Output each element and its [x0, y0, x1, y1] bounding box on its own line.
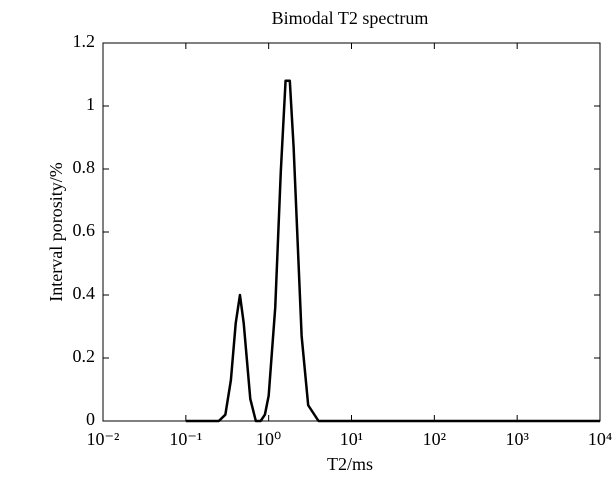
x-tick-label: 10⁰ — [256, 429, 281, 449]
x-tick-label: 10³ — [505, 429, 529, 449]
y-tick-label: 1.2 — [73, 31, 96, 51]
y-tick-label: 0.2 — [73, 346, 96, 366]
y-tick-label: 0.8 — [73, 157, 96, 177]
x-axis-label: T2/ms — [327, 454, 373, 474]
spectrum-line — [185, 79, 600, 423]
x-tick-label: 10⁴ — [588, 429, 612, 449]
y-tick-label: 0 — [86, 409, 95, 429]
chart-title: Bimodal T2 spectrum — [272, 8, 429, 28]
x-tick-label: 10⁻² — [87, 429, 120, 449]
y-tick-label: 0.4 — [73, 283, 96, 303]
x-tick-label: 10¹ — [340, 429, 363, 449]
x-tick-label: 10⁻¹ — [169, 429, 202, 449]
y-axis-label: Interval porosity/% — [46, 162, 66, 301]
y-tick-label: 1 — [86, 94, 95, 114]
y-tick-label: 0.6 — [73, 220, 96, 240]
plot-frame — [102, 42, 601, 422]
x-tick-label: 10² — [423, 429, 446, 449]
